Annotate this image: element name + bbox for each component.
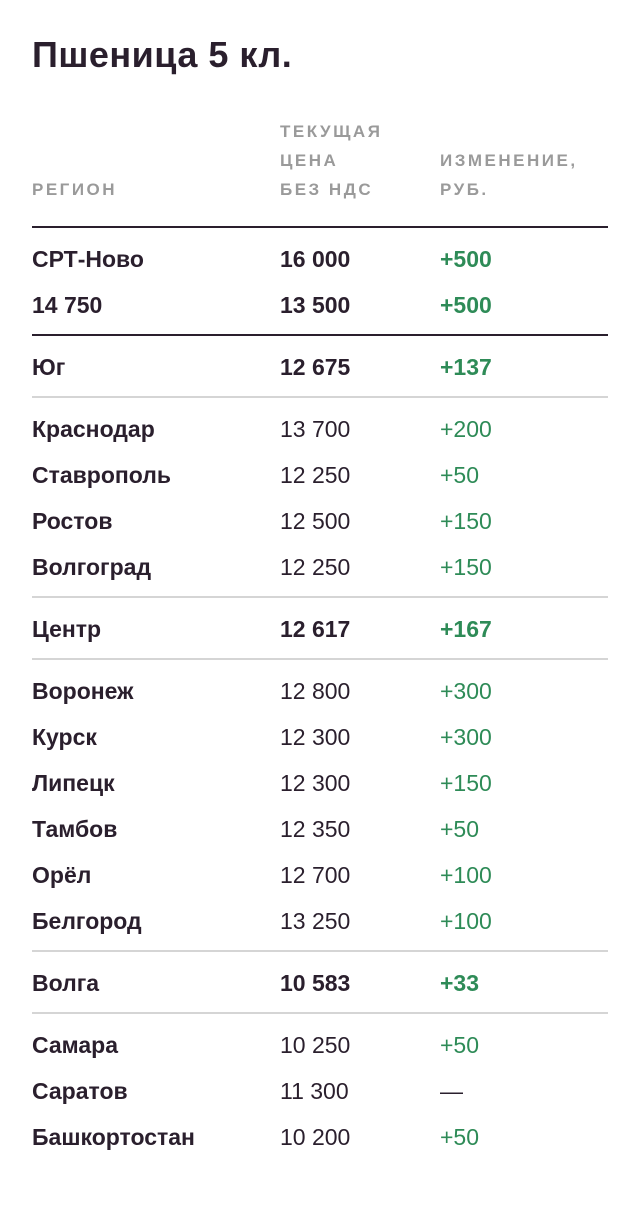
row-region: Саратов [32, 1078, 128, 1104]
table-row: 14 750 13 500 +500 [32, 282, 608, 328]
row-price: 13 700 [280, 416, 351, 442]
row-region: Юг [32, 354, 66, 380]
table-row-group-total: Центр 12 617 +167 [32, 606, 608, 652]
table-row: Белгород 13 250 +100 [32, 898, 608, 944]
table-row: Курск 12 300 +300 [32, 714, 608, 760]
row-price: 10 200 [280, 1124, 351, 1150]
row-region: Самара [32, 1032, 119, 1058]
row-price: 12 800 [280, 678, 351, 704]
table-row: Саратов 11 300 — [32, 1068, 608, 1114]
row-change: +50 [440, 1032, 480, 1058]
row-change: +150 [440, 508, 492, 534]
row-price: 12 700 [280, 862, 351, 888]
row-region: Центр [32, 616, 102, 642]
table-row: Краснодар 13 700 +200 [32, 406, 608, 452]
row-change: +50 [440, 462, 480, 488]
column-header-region: РЕГИОН [32, 180, 118, 199]
table-row: Тамбов 12 350 +50 [32, 806, 608, 852]
row-price: 12 250 [280, 462, 351, 488]
row-change: +150 [440, 554, 492, 580]
row-region: Ставрополь [32, 462, 172, 488]
row-region: Воронеж [32, 678, 134, 704]
row-change: +500 [440, 292, 492, 318]
row-region: Орёл [32, 862, 92, 888]
table-row: Самара 10 250 +50 [32, 1022, 608, 1068]
table-row: Башкортостан 10 200 +50 [32, 1114, 608, 1160]
table-row-group-total: Юг 12 675 +137 [32, 344, 608, 390]
table-row-group-total: Волга 10 583 +33 [32, 960, 608, 1006]
row-price: 12 500 [280, 508, 351, 534]
row-change: +300 [440, 678, 492, 704]
group-divider [32, 334, 608, 336]
row-region: Краснодар [32, 416, 155, 442]
group-divider [32, 396, 608, 398]
group-divider [32, 658, 608, 660]
table-row: Волгоград 12 250 +150 [32, 544, 608, 590]
row-region: Волга [32, 970, 100, 996]
row-change: +137 [440, 354, 492, 380]
table-row: СРТ-Ново 16 000 +500 [32, 236, 608, 282]
row-region: 14 750 [32, 292, 103, 318]
group-divider [32, 596, 608, 598]
row-region: Белгород [32, 908, 142, 934]
header-divider [32, 226, 608, 228]
page-title: Пшеница 5 кл. [32, 34, 293, 75]
column-header-change: ИЗМЕНЕНИЕ, РУБ. [440, 151, 578, 199]
row-region: Тамбов [32, 816, 118, 842]
row-price: 12 350 [280, 816, 351, 842]
row-price: 12 300 [280, 724, 351, 750]
table-row: Воронеж 12 800 +300 [32, 668, 608, 714]
row-region: СРТ-Ново [32, 246, 144, 272]
row-change: +50 [440, 1124, 480, 1150]
row-change: +100 [440, 862, 492, 888]
table-row: Липецк 12 300 +150 [32, 760, 608, 806]
row-region: Ростов [32, 508, 113, 534]
row-region: Липецк [32, 770, 115, 796]
row-price: 13 250 [280, 908, 351, 934]
row-price: 12 250 [280, 554, 351, 580]
row-price: 12 300 [280, 770, 351, 796]
row-price: 11 300 [280, 1078, 349, 1104]
row-region: Башкортостан [32, 1124, 195, 1150]
row-change: +167 [440, 616, 492, 642]
row-change: +500 [440, 246, 492, 272]
row-price: 10 583 [280, 970, 351, 996]
row-price: 12 675 [280, 354, 351, 380]
row-price: 12 617 [280, 616, 351, 642]
row-change: +100 [440, 908, 492, 934]
table-row: Ставрополь 12 250 +50 [32, 452, 608, 498]
table-row: Орёл 12 700 +100 [32, 852, 608, 898]
row-change: +200 [440, 416, 492, 442]
row-price: 10 250 [280, 1032, 351, 1058]
row-change: +150 [440, 770, 492, 796]
row-price: 13 500 [280, 292, 351, 318]
row-change: +50 [440, 816, 480, 842]
group-divider [32, 950, 608, 952]
row-change: +300 [440, 724, 492, 750]
table-header: РЕГИОН ТЕКУЩАЯ ЦЕНА БЕЗ НДС ИЗМЕНЕНИЕ, Р… [32, 120, 608, 220]
table-row: Ростов 12 500 +150 [32, 498, 608, 544]
group-divider [32, 1012, 608, 1014]
row-change: +33 [440, 970, 480, 996]
row-price: 16 000 [280, 246, 351, 272]
row-change: — [440, 1078, 463, 1104]
row-region: Курск [32, 724, 97, 750]
column-header-price: ТЕКУЩАЯ ЦЕНА БЕЗ НДС [280, 122, 383, 199]
row-region: Волгоград [32, 554, 152, 580]
